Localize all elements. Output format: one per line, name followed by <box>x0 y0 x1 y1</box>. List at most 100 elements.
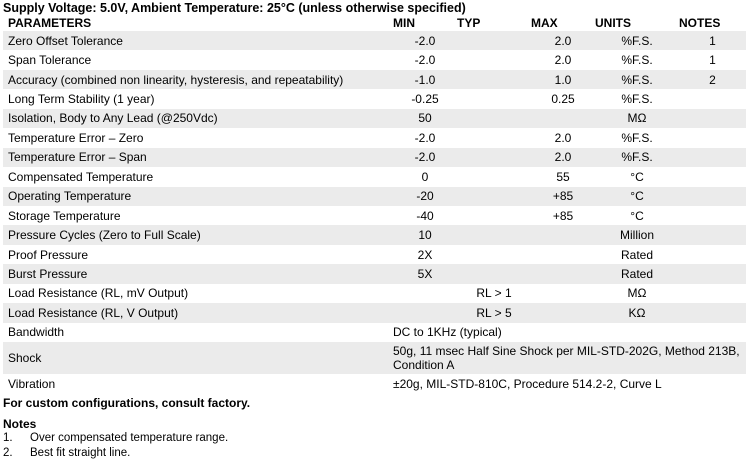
table-row: Isolation, Body to Any Lead (@250Vdc) 50 M… <box>3 108 746 129</box>
param-cell: Span Tolerance <box>8 53 92 68</box>
max-cell: +85 <box>552 208 574 223</box>
typ-cell <box>457 128 531 147</box>
specifications-table: PARAMETERS MIN TYP MAX UNITS NOTES Zero … <box>3 15 746 393</box>
typ-cell <box>457 187 531 206</box>
min-cell: -1.0 <box>414 72 436 87</box>
min-cell: -40 <box>416 208 434 223</box>
table-row: Bandwidth DC to 1KHz (typical) <box>3 323 746 342</box>
header-units: UNITS <box>595 16 631 30</box>
notes-title: Notes <box>3 417 37 431</box>
units-cell: %F.S. <box>621 150 653 165</box>
min-cell: -20 <box>416 189 434 204</box>
typ-cell <box>457 50 531 69</box>
param-cell: Temperature Error – Span <box>8 150 147 165</box>
typ-cell <box>457 245 531 264</box>
param-cell: Temperature Error – Zero <box>8 130 144 145</box>
param-cell: Isolation, Body to Any Lead (@250Vdc) <box>8 111 218 126</box>
units-cell: %F.S. <box>621 33 653 48</box>
table-row: Shock 50g, 11 msec Half Sine Shock per MI… <box>3 342 746 374</box>
notes-cell: 1 <box>709 53 716 68</box>
min-cell: -2.0 <box>414 53 436 68</box>
header-notes: NOTES <box>679 16 721 30</box>
spanned-value-cell: 50g, 11 msec Half Sine Shock per MIL-STD… <box>393 344 740 372</box>
units-cell: Rated <box>620 266 654 281</box>
table-row: Temperature Error – Span -2.0 2.0 %F.S. <box>3 147 746 168</box>
param-cell: Load Resistance (RL, mV Output) <box>8 286 189 301</box>
param-cell: Storage Temperature <box>8 208 121 223</box>
table-row: Zero Offset Tolerance -2.0 2.0 %F.S. 1 <box>3 31 746 51</box>
notes-cell <box>679 284 746 303</box>
notes-cell <box>679 128 746 147</box>
units-cell: °C <box>630 169 644 184</box>
max-cell <box>531 109 595 128</box>
note-text: Best fit straight line. <box>30 447 131 459</box>
max-cell: 2.0 <box>554 53 572 68</box>
param-cell: Burst Pressure <box>8 266 88 281</box>
units-cell: %F.S. <box>621 72 653 87</box>
notes-cell <box>679 264 746 283</box>
units-cell: MΩ <box>627 111 647 126</box>
param-cell: Zero Offset Tolerance <box>8 33 123 48</box>
min-cell: -2.0 <box>414 130 436 145</box>
min-cell: -0.25 <box>411 92 439 107</box>
header-parameters: PARAMETERS <box>8 16 92 30</box>
table-row: Long Term Stability (1 year) -0.25 0.25 %F.… <box>3 89 746 108</box>
custom-config-note: For custom configurations, consult facto… <box>3 396 251 410</box>
typ-cell <box>457 70 531 89</box>
min-cell <box>393 284 457 303</box>
max-cell <box>531 225 595 244</box>
typ-cell <box>457 167 531 186</box>
param-cell: Load Resistance (RL, V Output) <box>8 305 179 320</box>
spanned-value-cell: ±20g, MIL-STD-810C, Procedure 514.2-2, C… <box>393 376 662 391</box>
table-row: Temperature Error – Zero -2.0 2.0 %F.S. <box>3 128 746 147</box>
min-cell: 10 <box>418 228 432 243</box>
note-item: 2. Best fit straight line. <box>3 447 130 459</box>
units-cell: %F.S. <box>621 92 653 107</box>
units-cell: Rated <box>620 247 654 262</box>
max-cell: 55 <box>556 169 570 184</box>
units-cell: °C <box>630 189 644 204</box>
notes-cell: 2 <box>709 72 716 87</box>
table-row: Load Resistance (RL, mV Output) RL > 1 MΩ <box>3 284 746 303</box>
table-body: Zero Offset Tolerance -2.0 2.0 %F.S. 1 Span T… <box>3 31 746 393</box>
units-cell: %F.S. <box>621 53 653 68</box>
typ-cell <box>457 206 531 225</box>
max-cell <box>531 245 595 264</box>
units-cell: %F.S. <box>621 130 653 145</box>
header-typ: TYP <box>457 16 481 30</box>
notes-cell <box>679 303 746 322</box>
param-cell: Long Term Stability (1 year) <box>8 92 155 107</box>
table-row: Storage Temperature -40 +85 °C <box>3 206 746 225</box>
max-cell: 0.25 <box>551 92 575 107</box>
max-cell: +85 <box>552 189 574 204</box>
max-cell: 2.0 <box>554 150 572 165</box>
notes-cell: 1 <box>709 33 716 48</box>
param-cell: Compensated Temperature <box>8 169 154 184</box>
min-cell <box>393 303 457 322</box>
min-cell: 5X <box>417 266 433 281</box>
typ-cell <box>457 264 531 283</box>
typ-cell <box>457 109 531 128</box>
param-cell: Pressure Cycles (Zero to Full Scale) <box>8 228 201 243</box>
param-cell: Operating Temperature <box>8 189 132 204</box>
note-number: 2. <box>3 447 13 459</box>
notes-cell <box>679 245 746 264</box>
min-cell: -2.0 <box>414 33 436 48</box>
min-cell: -2.0 <box>414 150 436 165</box>
max-cell <box>531 264 595 283</box>
table-row: Burst Pressure 5X Rated <box>3 264 746 284</box>
table-row: Operating Temperature -20 +85 °C <box>3 186 746 206</box>
table-row: Load Resistance (RL, V Output) RL > 5 KΩ <box>3 303 746 323</box>
min-cell: 50 <box>418 111 432 126</box>
table-row: Compensated Temperature 0 55 °C <box>3 167 746 186</box>
notes-cell <box>679 167 746 186</box>
max-cell: 2.0 <box>554 33 572 48</box>
note-text: Over compensated temperature range. <box>30 432 229 444</box>
param-cell: Accuracy (combined non linearity, hyster… <box>8 72 344 87</box>
notes-cell <box>679 89 746 108</box>
notes-cell <box>679 206 746 225</box>
note-item: 1. Over compensated temperature range. <box>3 432 228 444</box>
typ-cell <box>457 89 531 108</box>
table-row: Pressure Cycles (Zero to Full Scale) 10 Mi… <box>3 225 746 245</box>
units-cell: KΩ <box>628 305 646 320</box>
